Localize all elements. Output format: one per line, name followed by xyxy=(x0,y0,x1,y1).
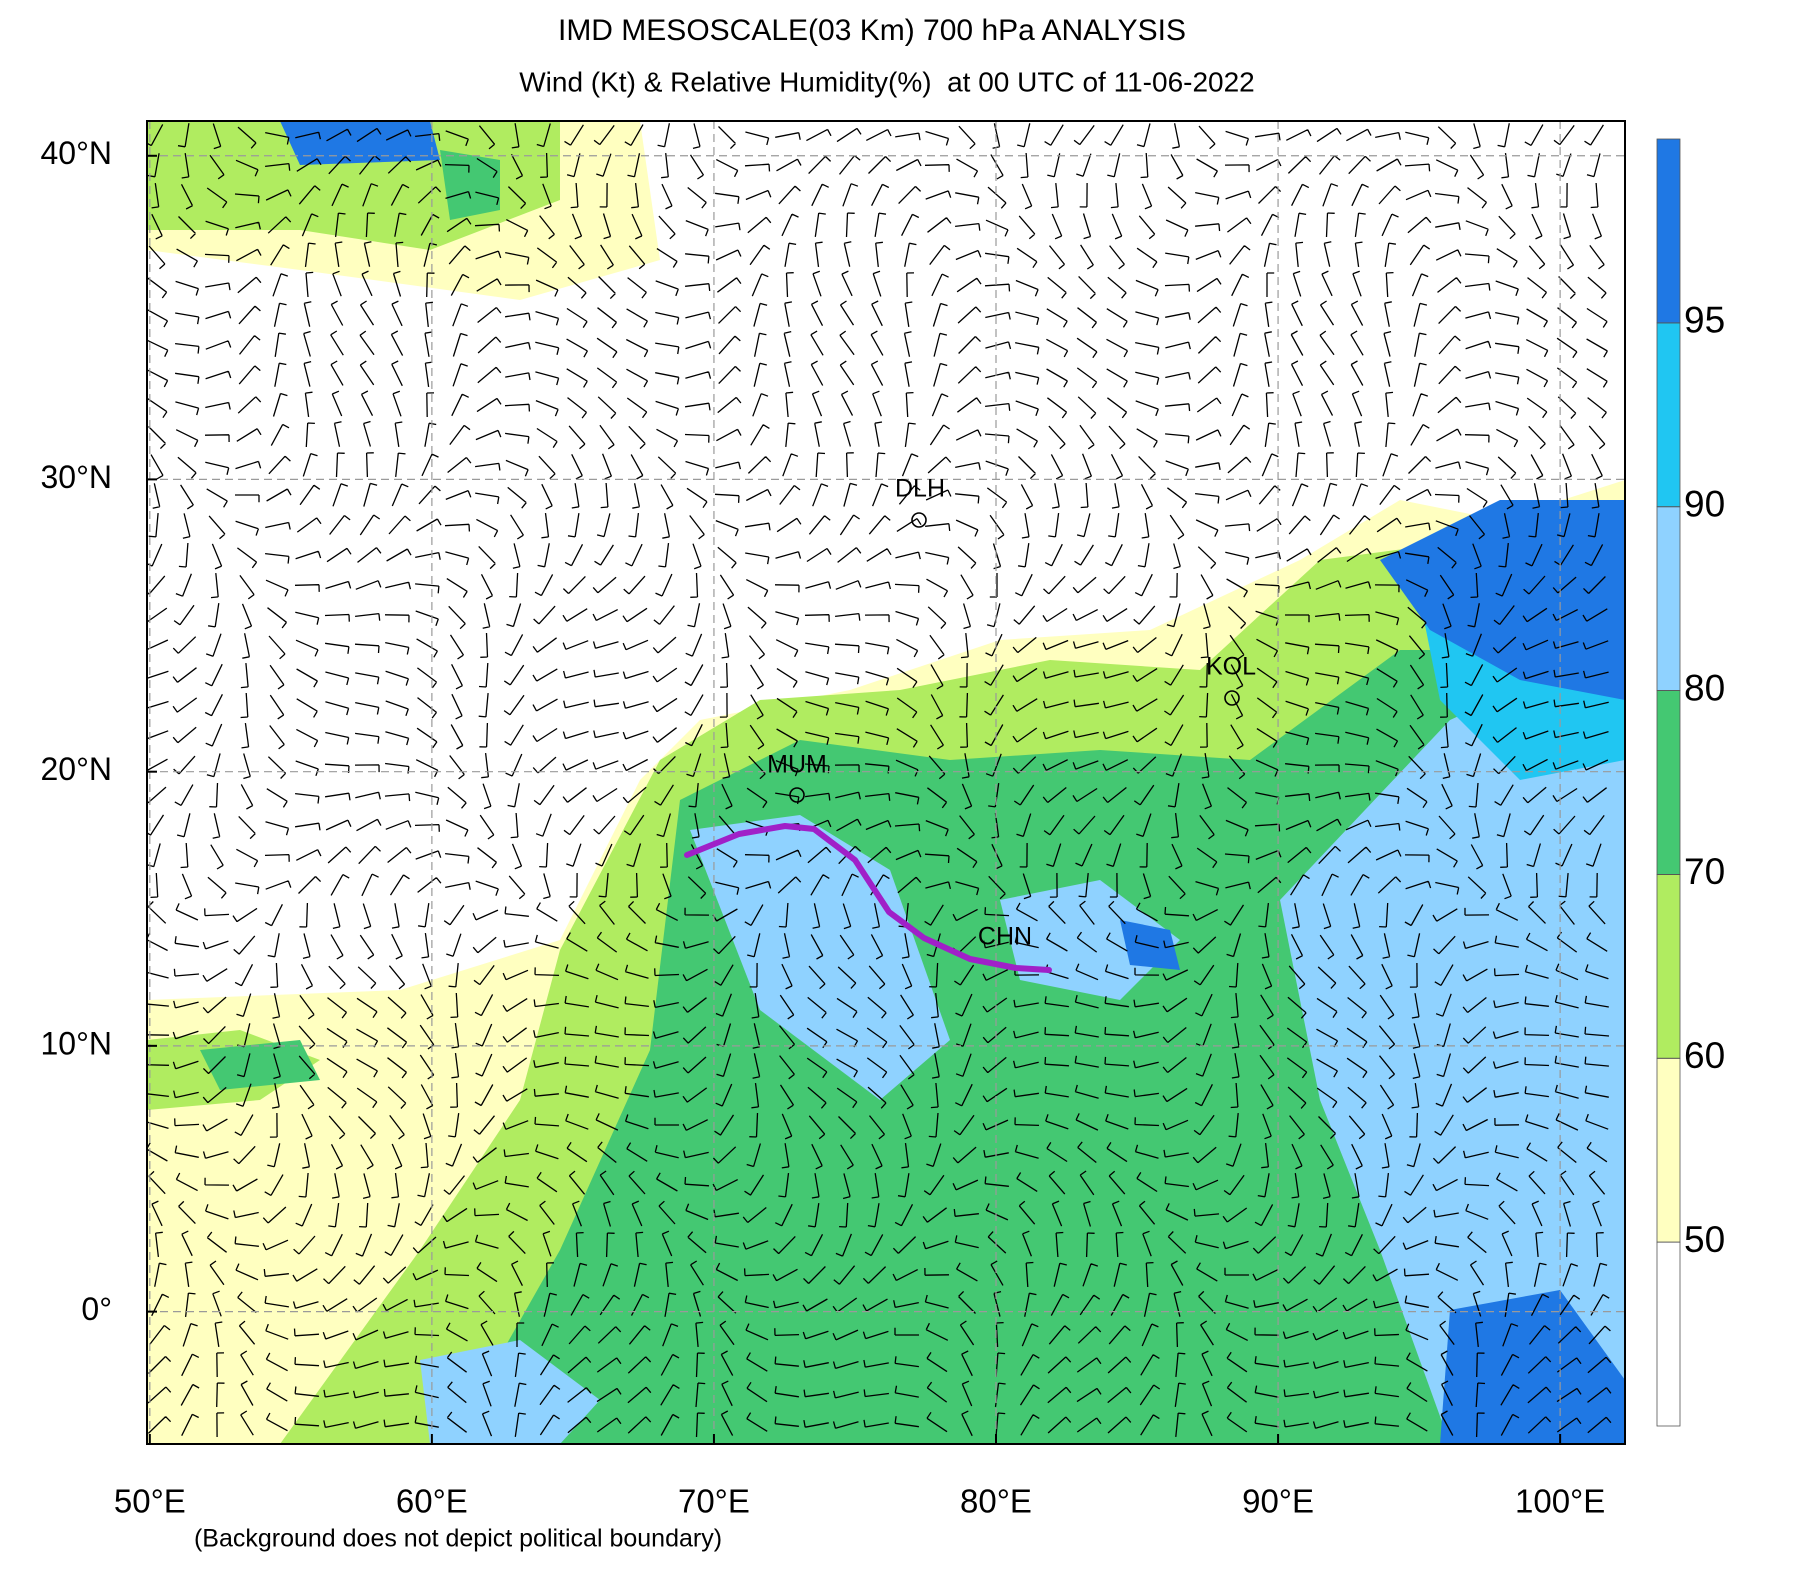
colorbar-box xyxy=(1656,690,1681,875)
y-tick-label: 20°N xyxy=(41,751,113,787)
colorbar-label: 70 xyxy=(1684,851,1725,892)
city-label: CHN xyxy=(978,923,1032,951)
y-tick-label: 0° xyxy=(81,1291,112,1327)
colorbar-label: 80 xyxy=(1684,667,1725,708)
humidity-region xyxy=(420,1340,600,1444)
colorbar-box xyxy=(1656,874,1681,1059)
humidity-region xyxy=(1440,1290,1625,1444)
x-tick-label: 80°E xyxy=(960,1483,1032,1520)
colorbar-box xyxy=(1656,1057,1681,1243)
humidity-region xyxy=(280,121,440,165)
x-tick-label: 50°E xyxy=(114,1483,186,1520)
colorbar-box xyxy=(1656,1241,1681,1427)
y-tick-label: 30°N xyxy=(41,459,113,495)
city-label: KOL xyxy=(1206,653,1256,681)
colorbar-label: 60 xyxy=(1684,1035,1725,1076)
subtitle: Wind (Kt) & Relative Humidity(%) at 00 U… xyxy=(519,66,1255,97)
map-area: DLH MUM KOL CHN xyxy=(147,121,1625,1444)
title: IMD MESOSCALE(03 Km) 700 hPa ANALYSIS xyxy=(558,14,1186,47)
colorbar-box xyxy=(1656,138,1681,324)
city-marker xyxy=(911,512,927,528)
x-tick-label: 60°E xyxy=(396,1483,468,1520)
humidity-region xyxy=(440,150,500,220)
footnote: (Background does not depict political bo… xyxy=(194,1525,722,1553)
city-label: MUM xyxy=(767,751,827,779)
humidity-region xyxy=(1120,920,1180,970)
colorbar-label: 95 xyxy=(1684,300,1725,341)
y-tick-label: 10°N xyxy=(41,1025,113,1061)
x-tick-label: 100°E xyxy=(1515,1483,1605,1520)
colorbar-label: 50 xyxy=(1684,1219,1725,1260)
x-tick-label: 70°E xyxy=(678,1483,750,1520)
city-marker xyxy=(789,787,805,803)
trough-line xyxy=(684,823,1052,973)
city-marker xyxy=(1224,690,1240,706)
wind-barbs xyxy=(147,123,1612,1438)
map-frame xyxy=(146,120,1626,1445)
city-label: DLH xyxy=(895,475,945,503)
colorbar-label: 90 xyxy=(1684,483,1725,524)
y-tick-label: 40°N xyxy=(41,135,113,171)
humidity-region xyxy=(200,1040,320,1090)
colorbar-box xyxy=(1656,322,1681,508)
humidity-region xyxy=(1280,640,1625,1444)
colorbar-box xyxy=(1656,506,1681,691)
x-tick-label: 90°E xyxy=(1242,1483,1314,1520)
